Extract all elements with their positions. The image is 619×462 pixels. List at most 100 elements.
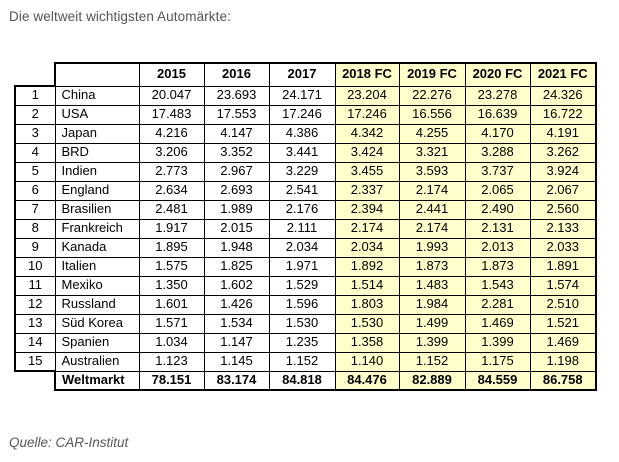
value-cell: 24.326 xyxy=(529,85,597,106)
value-cell: 3.441 xyxy=(268,142,336,163)
value-cell: 2.034 xyxy=(268,237,336,258)
value-cell: 23.278 xyxy=(464,85,531,106)
table-row: 10 Italien 1.575 1.825 1.971 1.892 1.873 1.873 1… xyxy=(14,256,597,277)
rank-cell: 12 xyxy=(14,294,56,315)
country-cell: Japan xyxy=(54,123,140,144)
country-cell: Russland xyxy=(54,294,140,315)
value-cell: 16.639 xyxy=(464,104,531,125)
value-cell: 1.873 xyxy=(464,256,531,277)
country-cell: Australien xyxy=(54,351,140,372)
value-cell: 4.216 xyxy=(138,123,205,144)
value-cell: 17.483 xyxy=(138,104,205,125)
col-header-2020-fc: 2020 FC xyxy=(464,62,531,87)
value-cell: 1.145 xyxy=(203,351,270,372)
value-cell: 1.971 xyxy=(268,256,336,277)
total-label-cell: Weltmarkt xyxy=(54,370,140,391)
country-cell: Mexiko xyxy=(54,275,140,296)
total-value-cell: 86.758 xyxy=(529,370,597,391)
value-cell: 4.191 xyxy=(529,123,597,144)
value-cell: 3.924 xyxy=(529,161,597,182)
value-cell: 4.342 xyxy=(334,123,400,144)
value-cell: 4.386 xyxy=(268,123,336,144)
rank-cell: 2 xyxy=(14,104,56,125)
value-cell: 1.803 xyxy=(334,294,400,315)
value-cell: 4.255 xyxy=(398,123,466,144)
value-cell: 3.206 xyxy=(138,142,205,163)
table-row: 8 Frankreich 1.917 2.015 2.111 2.174 2.174 2.13… xyxy=(14,218,597,239)
value-cell: 1.235 xyxy=(268,332,336,353)
value-cell: 3.352 xyxy=(203,142,270,163)
country-cell: USA xyxy=(54,104,140,125)
value-cell: 1.895 xyxy=(138,237,205,258)
value-cell: 1.147 xyxy=(203,332,270,353)
value-cell: 1.596 xyxy=(268,294,336,315)
value-cell: 2.133 xyxy=(529,218,597,239)
value-cell: 16.722 xyxy=(529,104,597,125)
rank-cell: 13 xyxy=(14,313,56,334)
value-cell: 1.989 xyxy=(203,199,270,220)
country-cell: Kanada xyxy=(54,237,140,258)
value-cell: 1.514 xyxy=(334,275,400,296)
value-cell: 1.571 xyxy=(138,313,205,334)
table-row: 15 Australien 1.123 1.145 1.152 1.140 1.152 1.1… xyxy=(14,351,597,372)
table-row: 6 England 2.634 2.693 2.541 2.337 2.174 2.065 2.… xyxy=(14,180,597,201)
country-cell: Brasilien xyxy=(54,199,140,220)
value-cell: 1.175 xyxy=(464,351,531,372)
value-cell: 2.176 xyxy=(268,199,336,220)
table-row: 4 BRD 3.206 3.352 3.441 3.424 3.321 3.288 3.262 xyxy=(14,142,597,163)
value-cell: 1.530 xyxy=(334,313,400,334)
country-header-empty-cell xyxy=(54,62,140,87)
country-cell: China xyxy=(54,85,140,106)
value-cell: 2.013 xyxy=(464,237,531,258)
country-cell: BRD xyxy=(54,142,140,163)
table-row: 11 Mexiko 1.350 1.602 1.529 1.514 1.483 1.543 1.… xyxy=(14,275,597,296)
value-cell: 17.553 xyxy=(203,104,270,125)
value-cell: 1.948 xyxy=(203,237,270,258)
value-cell: 16.556 xyxy=(398,104,466,125)
rank-cell: 11 xyxy=(14,275,56,296)
col-header-2018-fc: 2018 FC xyxy=(334,62,400,87)
value-cell: 2.693 xyxy=(203,180,270,201)
value-cell: 1.873 xyxy=(398,256,466,277)
value-cell: 1.993 xyxy=(398,237,466,258)
table-row: 2 USA 17.483 17.553 17.246 17.246 16.556 16.639… xyxy=(14,104,597,125)
value-cell: 4.170 xyxy=(464,123,531,144)
value-cell: 20.047 xyxy=(138,85,205,106)
value-cell: 3.737 xyxy=(464,161,531,182)
total-value-cell: 78.151 xyxy=(138,370,205,391)
source-note: Quelle: CAR-Institut xyxy=(9,435,129,450)
header-row: 2015 2016 2017 2018 FC 2019 FC 2020 FC 2021 FC xyxy=(15,62,597,87)
table-row: 12 Russland 1.601 1.426 1.596 1.803 1.984 2.281… xyxy=(14,294,597,315)
table-row: 9 Kanada 1.895 1.948 2.034 2.034 1.993 2.013 2.0… xyxy=(14,237,597,258)
table-row: 7 Brasilien 2.481 1.989 2.176 2.394 2.441 2.490… xyxy=(14,199,597,220)
rank-cell: 7 xyxy=(14,199,56,220)
value-cell: 4.147 xyxy=(203,123,270,144)
value-cell: 1.469 xyxy=(529,332,597,353)
value-cell: 2.337 xyxy=(334,180,400,201)
value-cell: 1.602 xyxy=(203,275,270,296)
country-cell: Italien xyxy=(54,256,140,277)
value-cell: 1.529 xyxy=(268,275,336,296)
value-cell: 2.967 xyxy=(203,161,270,182)
table-row: 14 Spanien 1.034 1.147 1.235 1.358 1.399 1.399 1… xyxy=(14,332,597,353)
value-cell: 1.530 xyxy=(268,313,336,334)
value-cell: 1.574 xyxy=(529,275,597,296)
total-row: Weltmarkt 78.151 83.174 84.818 84.476 82.889 8… xyxy=(15,370,597,391)
value-cell: 1.034 xyxy=(138,332,205,353)
value-cell: 1.399 xyxy=(464,332,531,353)
value-cell: 1.984 xyxy=(398,294,466,315)
country-cell: Frankreich xyxy=(54,218,140,239)
rank-cell: 8 xyxy=(14,218,56,239)
table-row: 5 Indien 2.773 2.967 3.229 3.455 3.593 3.737 3.9… xyxy=(14,161,597,182)
total-value-cell: 84.818 xyxy=(268,370,336,391)
value-cell: 2.281 xyxy=(464,294,531,315)
col-header-2016: 2016 xyxy=(203,62,270,87)
rank-cell: 14 xyxy=(14,332,56,353)
value-cell: 1.350 xyxy=(138,275,205,296)
value-cell: 3.455 xyxy=(334,161,400,182)
country-cell: England xyxy=(54,180,140,201)
value-cell: 1.521 xyxy=(529,313,597,334)
value-cell: 23.693 xyxy=(203,85,270,106)
value-cell: 1.426 xyxy=(203,294,270,315)
value-cell: 1.198 xyxy=(529,351,597,372)
